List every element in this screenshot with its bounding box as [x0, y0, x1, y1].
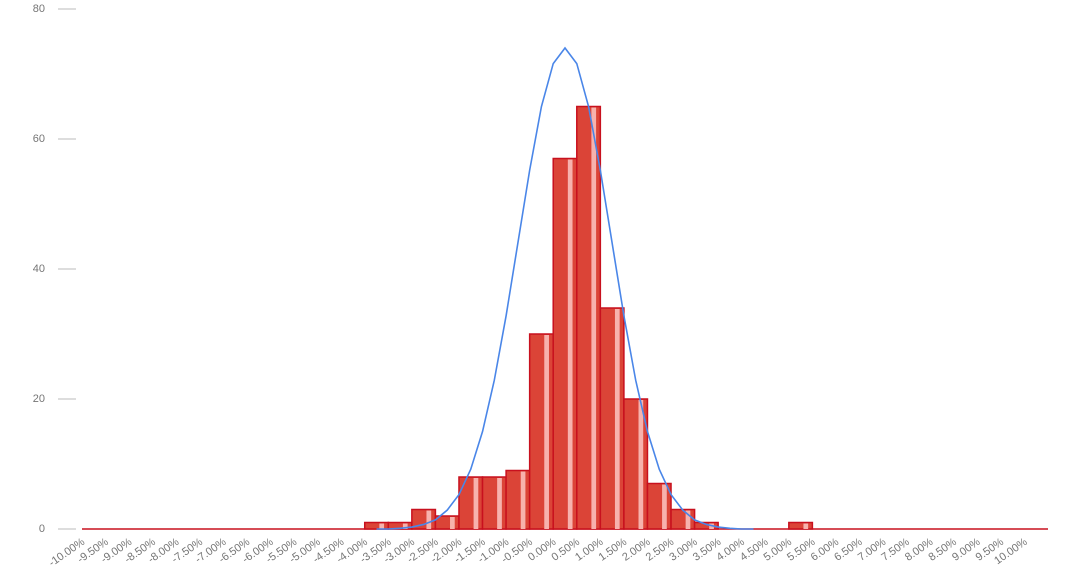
bar — [552, 157, 578, 530]
bar — [363, 521, 390, 530]
bar-stripe — [614, 309, 620, 529]
bar-stripe — [402, 523, 408, 529]
bar-stripe — [591, 107, 597, 529]
y-tick-label: 40 — [33, 263, 45, 275]
bar-stripe — [520, 471, 526, 529]
bar-stripe — [379, 523, 385, 529]
bar-stripe — [803, 523, 809, 529]
bar — [599, 307, 625, 530]
bar — [693, 521, 719, 530]
normal-curve — [376, 46, 754, 530]
bar-stripe — [426, 510, 432, 529]
bar — [458, 476, 484, 530]
bar — [646, 482, 672, 530]
bar-stripe — [662, 484, 667, 529]
y-tick-label: 20 — [33, 393, 45, 405]
bar-stripe — [638, 400, 644, 529]
bar-stripe — [450, 517, 455, 529]
bar-stripe — [473, 478, 479, 529]
y-tick-label: 0 — [39, 523, 45, 535]
bar-stripe — [497, 478, 502, 529]
bar — [670, 508, 696, 530]
bar — [576, 105, 602, 530]
y-tick-label: 60 — [33, 133, 45, 145]
bar — [528, 333, 554, 530]
bar-stripe — [685, 510, 691, 529]
y-tick-label: 80 — [33, 3, 45, 15]
bar-stripe — [567, 159, 573, 529]
bar — [505, 469, 531, 530]
bar — [788, 521, 814, 530]
bar — [481, 476, 507, 530]
bar-stripe — [544, 335, 549, 529]
